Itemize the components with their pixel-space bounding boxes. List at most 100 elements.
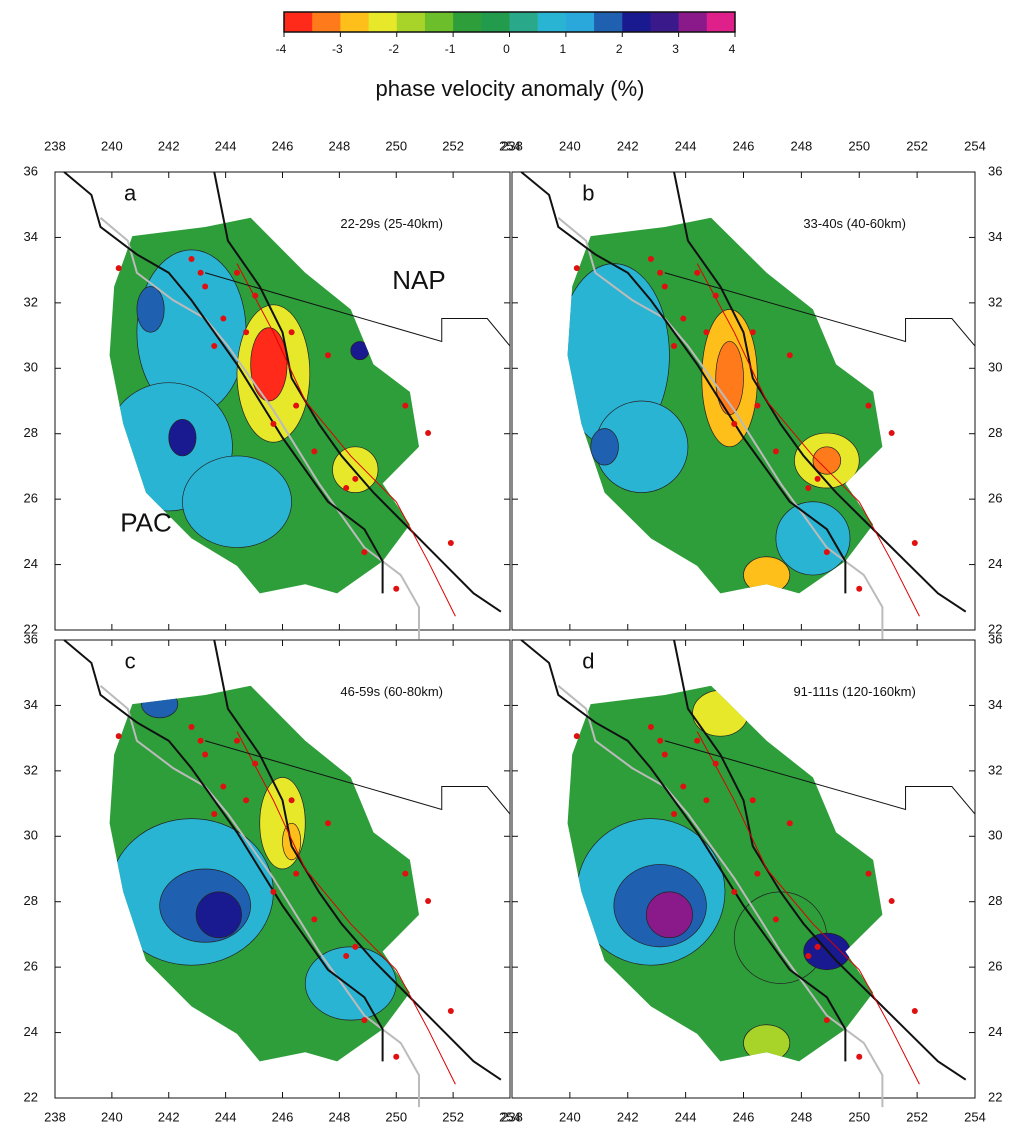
station-dot xyxy=(393,585,400,592)
station-dot xyxy=(288,797,295,804)
panel-label: d xyxy=(582,649,594,674)
station-dot xyxy=(772,916,779,923)
station-dot xyxy=(361,1017,368,1024)
x-tick-label: 246 xyxy=(733,138,755,153)
y-tick-label: 22 xyxy=(988,621,1002,636)
station-dot xyxy=(343,485,350,492)
coastline xyxy=(213,639,502,1081)
y-tick-label: 26 xyxy=(24,491,38,506)
station-dot xyxy=(865,870,872,877)
y-tick-label: 36 xyxy=(988,631,1002,646)
panel-label: a xyxy=(124,181,137,206)
colorbar-segment xyxy=(368,12,398,32)
station-dot xyxy=(573,265,580,272)
station-dot xyxy=(671,811,678,818)
station-dot xyxy=(786,820,793,827)
station-dot xyxy=(680,315,687,322)
station-dot xyxy=(220,315,227,322)
station-dot xyxy=(211,343,218,350)
station-dot xyxy=(911,1007,918,1014)
x-tick-label: 246 xyxy=(733,1109,755,1124)
x-tick-label: 254 xyxy=(499,1109,521,1124)
map-panel: 238 240 242 244 246 248 250 252 254 22 24 26 28 30 32 3… xyxy=(24,138,521,640)
x-tick-label: 242 xyxy=(617,1109,639,1124)
anomaly-contour xyxy=(250,327,288,402)
map-panel: 238 240 242 244 246 248 250 252 254 22 24 26 28 30 32 3… xyxy=(501,138,1002,640)
station-dot xyxy=(805,953,812,960)
y-tick-label: 30 xyxy=(988,828,1002,843)
station-dot xyxy=(425,430,432,437)
x-tick-label: 244 xyxy=(675,138,697,153)
station-dot xyxy=(270,888,277,895)
x-tick-label: 252 xyxy=(906,138,928,153)
x-tick-label: 250 xyxy=(385,138,407,153)
colorbar-tick-label: -2 xyxy=(388,42,399,56)
station-dot xyxy=(703,329,710,336)
x-tick-label: 246 xyxy=(272,1109,294,1124)
colorbar-tick-label: -1 xyxy=(445,42,456,56)
station-dot xyxy=(197,737,204,744)
x-tick-label: 252 xyxy=(442,1109,464,1124)
x-tick-label: 248 xyxy=(791,1109,813,1124)
y-tick-label: 28 xyxy=(988,893,1002,908)
y-tick-label: 34 xyxy=(988,229,1002,244)
x-tick-label: 244 xyxy=(215,138,237,153)
station-dot xyxy=(425,898,432,905)
y-tick-label: 30 xyxy=(24,828,38,843)
station-dot xyxy=(805,485,812,492)
colorbar-segment xyxy=(509,12,539,32)
x-tick-label: 244 xyxy=(215,1109,237,1124)
station-dot xyxy=(754,870,761,877)
station-dot xyxy=(311,448,318,455)
station-dot xyxy=(325,352,331,359)
coastline xyxy=(213,171,502,613)
border-line xyxy=(664,740,976,815)
y-tick-label: 22 xyxy=(988,1089,1002,1104)
colorbar-tick-label: 0 xyxy=(503,42,510,56)
station-dot xyxy=(749,797,756,804)
station-dot xyxy=(703,797,710,804)
y-tick-label: 32 xyxy=(988,294,1002,309)
anomaly-contour xyxy=(743,1024,791,1062)
station-dot xyxy=(252,760,259,767)
station-dot xyxy=(671,343,678,350)
station-dot xyxy=(911,539,918,546)
station-dot xyxy=(749,329,756,336)
y-tick-label: 28 xyxy=(988,425,1002,440)
station-dot xyxy=(772,448,779,455)
station-dot xyxy=(731,420,738,427)
colorbar-segment xyxy=(312,12,341,32)
station-dot xyxy=(888,898,895,905)
colorbar-segment xyxy=(706,12,736,32)
x-tick-label: 248 xyxy=(329,1109,351,1124)
station-dot xyxy=(680,783,687,790)
station-dot xyxy=(202,283,209,290)
station-dot xyxy=(197,269,204,276)
station-dot xyxy=(270,420,277,427)
station-dot xyxy=(694,269,701,276)
x-tick-label: 242 xyxy=(617,138,639,153)
colorbar-tick-label: 2 xyxy=(616,42,623,56)
colorbar-tick-label: 4 xyxy=(729,42,736,56)
x-tick-label: 248 xyxy=(329,138,351,153)
plate-label: PAC xyxy=(120,508,172,538)
x-tick-label: 240 xyxy=(101,1109,123,1124)
fault-line xyxy=(557,217,884,640)
colorbar-segment xyxy=(284,12,313,32)
colorbar-tick-label: -4 xyxy=(276,42,287,56)
coastline xyxy=(673,171,967,613)
anomaly-contour xyxy=(775,501,851,576)
station-dot xyxy=(293,870,300,877)
y-tick-label: 32 xyxy=(988,762,1002,777)
station-dot xyxy=(694,737,701,744)
colorbar-segment xyxy=(453,12,482,32)
x-tick-label: 240 xyxy=(559,138,581,153)
x-tick-label: 238 xyxy=(501,1109,523,1124)
anomaly-contour xyxy=(182,455,292,548)
colorbar-segment xyxy=(537,12,567,32)
anomaly-field xyxy=(109,690,397,1021)
plate-boundary xyxy=(696,731,920,1085)
station-dot xyxy=(661,283,668,290)
colorbar-segment xyxy=(650,12,680,32)
